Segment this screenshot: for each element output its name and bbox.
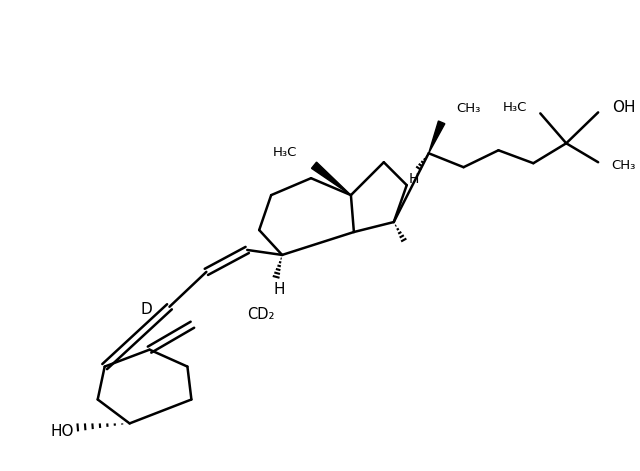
Text: HO: HO [50, 424, 74, 439]
Text: H₃C: H₃C [273, 146, 297, 159]
Text: CH₃: CH₃ [456, 102, 481, 115]
Text: H: H [273, 282, 285, 297]
Text: CD₂: CD₂ [247, 307, 275, 322]
Polygon shape [429, 121, 445, 153]
Text: D: D [141, 302, 152, 317]
Text: H₃C: H₃C [503, 101, 527, 114]
Text: OH: OH [612, 100, 636, 115]
Polygon shape [312, 162, 351, 195]
Text: H: H [408, 172, 419, 186]
Text: CH₃: CH₃ [611, 159, 636, 172]
